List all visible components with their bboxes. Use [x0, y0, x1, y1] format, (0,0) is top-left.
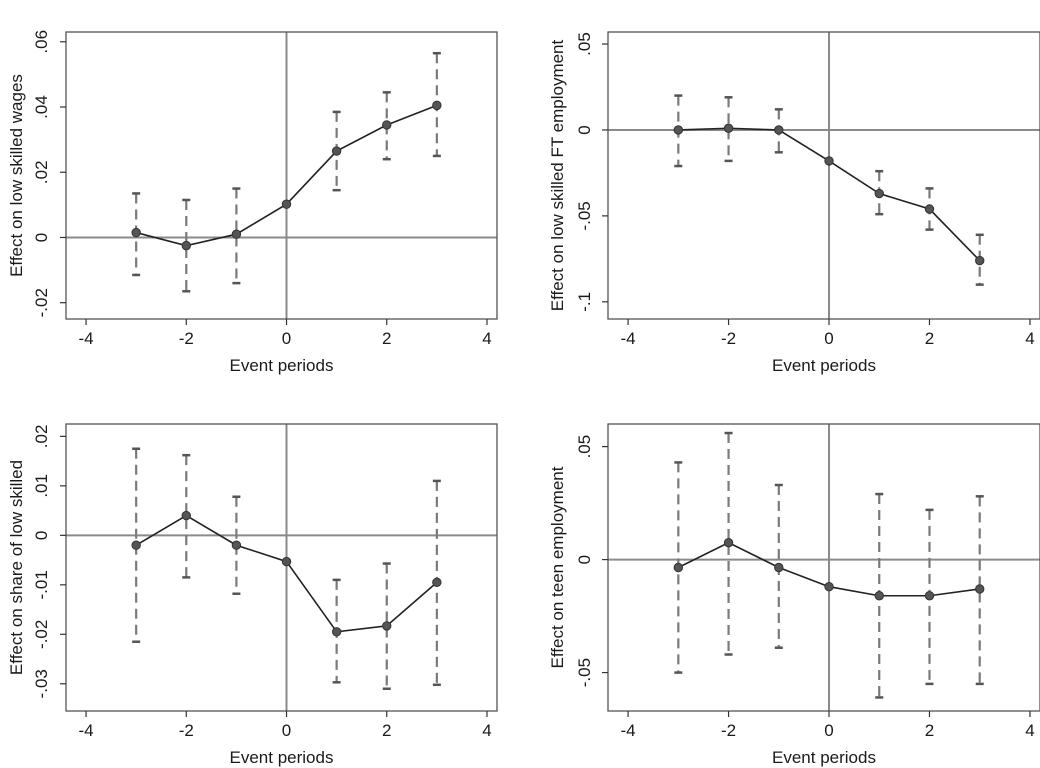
- x-tick-label: 0: [824, 329, 833, 348]
- y-tick-label: 0: [32, 233, 51, 242]
- x-tick-label: 2: [382, 329, 391, 348]
- x-tick-label: -2: [179, 329, 194, 348]
- x-tick-label: 0: [282, 329, 291, 348]
- estimate-point: [281, 199, 292, 209]
- x-tick-label: -4: [78, 721, 93, 740]
- panel-1: -4 -2 0 2 4 -.02 0 .02 .04 .06 Event periods Effect…: [7, 30, 498, 375]
- estimate-point: [382, 120, 392, 130]
- estimate-point: [924, 591, 935, 601]
- x-tick-label: 2: [925, 721, 934, 740]
- estimate-point: [131, 227, 141, 238]
- y-tick-label: -.02: [32, 288, 51, 317]
- estimate-point: [131, 540, 141, 550]
- y-tick-label: .05: [575, 32, 594, 56]
- x-tick-label: 4: [482, 329, 491, 348]
- estimate-point: [181, 510, 191, 521]
- x-axis-title: Event periods: [772, 748, 876, 767]
- x-tick-label: 4: [482, 721, 491, 740]
- x-tick-label: 4: [1025, 721, 1034, 740]
- estimate-point: [924, 204, 935, 214]
- x-axis-title: Event periods: [772, 356, 876, 375]
- estimate-point: [281, 556, 292, 567]
- estimate-point: [723, 537, 734, 548]
- x-tick-label: 4: [1025, 329, 1034, 348]
- estimate-point: [231, 229, 242, 239]
- estimate-point: [975, 255, 985, 266]
- estimate-point: [874, 188, 884, 199]
- estimate-point: [181, 240, 191, 251]
- x-tick-label: -4: [78, 329, 93, 348]
- plot-frame: [607, 423, 1040, 712]
- x-tick-label: 0: [282, 721, 291, 740]
- x-tick-label: -2: [179, 721, 194, 740]
- estimate-point: [874, 591, 884, 601]
- plot-frame: [65, 31, 498, 320]
- x-tick-label: 0: [824, 721, 833, 740]
- y-tick-label: -.03: [32, 669, 51, 698]
- x-tick-label: -4: [621, 329, 636, 348]
- y-tick-label: 0: [32, 531, 51, 540]
- y-tick-label: -.02: [32, 620, 51, 649]
- x-tick-label: 2: [382, 721, 391, 740]
- y-tick-label: -.01: [32, 570, 51, 599]
- estimate-point: [824, 156, 834, 166]
- y-axis-title: Effect on low skilled wages: [7, 74, 26, 277]
- y-tick-label: .02: [32, 160, 51, 184]
- y-tick-label: .04: [32, 95, 51, 119]
- y-tick-label: -.1: [575, 292, 594, 312]
- x-tick-label: -2: [721, 329, 736, 348]
- estimate-point: [824, 582, 834, 592]
- x-axis-title: Event periods: [230, 748, 334, 767]
- y-axis-title: Effect on share of low skilled: [7, 460, 26, 675]
- estimate-point: [382, 621, 392, 631]
- x-tick-label: -4: [621, 721, 636, 740]
- estimate-point: [432, 577, 442, 588]
- panel-2: -4 -2 0 2 4 -.1 -.05 0 .05 Event periods Effect on…: [548, 31, 1040, 375]
- estimate-point: [231, 540, 242, 550]
- estimate-point: [774, 125, 784, 135]
- y-axis-title: Effect on teen employment: [548, 466, 567, 668]
- y-tick-label: -.05: [575, 201, 594, 230]
- x-axis-title: Event periods: [230, 356, 334, 375]
- panel-4: -4 -2 0 2 4 -.05 0 .05 Event periods Effect on te…: [548, 423, 1040, 767]
- estimate-point: [774, 562, 784, 573]
- estimate-point: [673, 562, 684, 573]
- y-tick-label: -.05: [575, 658, 594, 687]
- plot-frame: [607, 31, 1040, 320]
- estimate-point: [331, 627, 342, 637]
- y-tick-label: .06: [32, 30, 51, 54]
- y-tick-label: .01: [32, 474, 51, 498]
- panel-3: -4 -2 0 2 4 -.03 -.02 -.01 0 .01 .02 Event periods E…: [7, 423, 498, 767]
- y-tick-label: 0: [575, 125, 594, 134]
- y-tick-label: .05: [575, 435, 594, 459]
- estimate-point: [331, 146, 342, 156]
- estimate-point: [723, 123, 734, 133]
- y-axis-title: Effect on low skilled FT employment: [548, 39, 567, 311]
- y-tick-label: 0: [575, 555, 594, 564]
- estimate-point: [975, 584, 985, 594]
- estimate-point: [432, 100, 442, 111]
- x-tick-label: 2: [925, 329, 934, 348]
- estimate-point: [673, 125, 684, 135]
- y-tick-label: .02: [32, 425, 51, 449]
- x-tick-label: -2: [721, 721, 736, 740]
- plot-frame: [65, 423, 498, 712]
